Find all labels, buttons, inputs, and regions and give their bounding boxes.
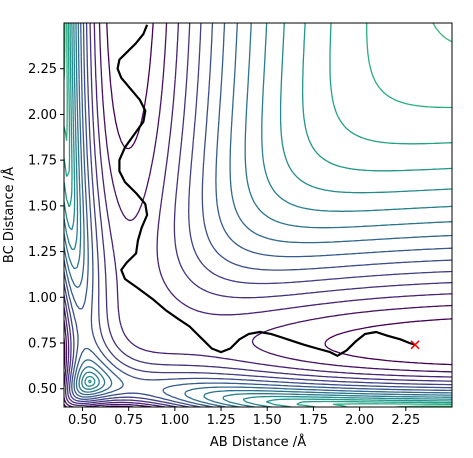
contour-line	[64, 23, 452, 407]
y-tick-label: 2.00	[28, 108, 57, 123]
y-tick-label: 0.50	[28, 382, 57, 397]
y-axis: 0.50 0.75 1.00 1.25 1.50 1.75 2.00 2.25	[28, 62, 64, 397]
y-tick-label: 2.25	[28, 62, 57, 77]
x-tick-label: 0.75	[114, 413, 143, 428]
plot-frame	[63, 22, 453, 408]
contour-line	[64, 23, 452, 407]
x-axis: 0.50 0.75 1.00 1.25 1.50 1.75 2.00 2.25	[68, 407, 420, 428]
x-tick-label: 2.25	[391, 413, 420, 428]
end-point-marker	[410, 340, 420, 350]
y-tick-label: 1.75	[28, 154, 57, 169]
x-tick-label: 0.50	[68, 413, 97, 428]
contour-line	[64, 23, 452, 407]
x-tick-label: 1.50	[253, 413, 282, 428]
contour-line	[64, 23, 452, 407]
trajectory-layer	[116, 24, 420, 357]
y-tick-label: 1.00	[28, 291, 57, 306]
contour-line	[64, 23, 452, 407]
y-axis-title: BC Distance /Å	[1, 167, 17, 263]
contour-line	[64, 23, 452, 407]
x-tick-label: 2.00	[345, 413, 374, 428]
contour-line	[64, 23, 452, 407]
contour-lines	[64, 23, 452, 407]
x-tick-label: 1.00	[160, 413, 189, 428]
contour-line	[64, 23, 452, 407]
y-tick-label: 0.75	[28, 337, 57, 352]
x-tick-label: 1.25	[207, 413, 236, 428]
contour-line	[64, 23, 452, 407]
contour-line	[64, 23, 452, 407]
contour-line	[64, 23, 452, 407]
trajectory-line	[116, 24, 416, 357]
x-axis-title: AB Distance /Å	[210, 434, 306, 450]
contour-line	[64, 23, 452, 407]
y-tick-label: 1.25	[28, 245, 57, 260]
x-tick-label: 1.75	[299, 413, 328, 428]
contour-line	[64, 23, 452, 407]
y-tick-label: 1.50	[28, 199, 57, 214]
